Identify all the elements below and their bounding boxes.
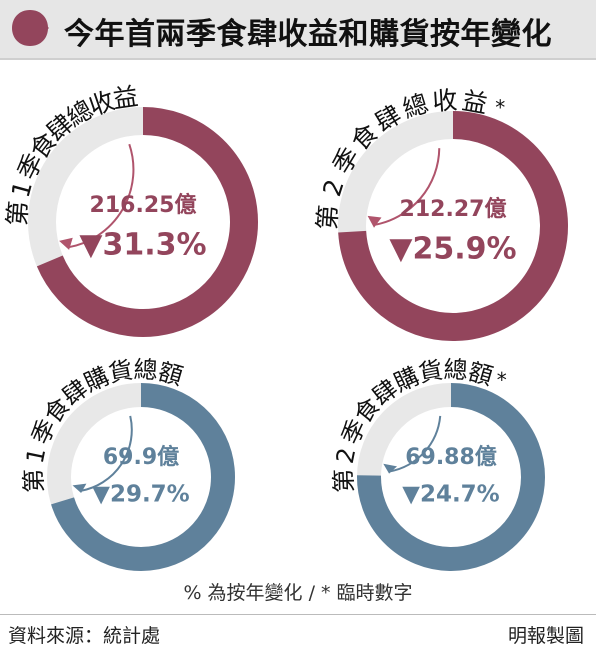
chart-title-glyph: 第: [2, 200, 33, 227]
decline-arrow-head: [72, 483, 87, 493]
decline-arrow-head: [367, 215, 382, 228]
value-label: 69.9億: [103, 444, 179, 470]
chart-title-glyph: 1: [6, 178, 38, 201]
value-label: 212.27億: [400, 196, 507, 222]
donut-value-arc: [51, 383, 235, 571]
decline-arrow-line: [67, 143, 135, 249]
credit: 明報製圖: [507, 625, 584, 647]
chart-title-glyph: 總: [133, 356, 158, 385]
chart-title-glyph: 2: [317, 176, 349, 200]
provisional-marker: *: [495, 96, 505, 120]
donut-charts: 216.25億▼31.3%第1季食肆總收益212.27億▼25.9%第2季食肆總…: [2, 82, 568, 571]
footnote: % 為按年變化 / * 臨時數字: [183, 582, 413, 604]
chart-title-glyph: 總: [443, 356, 468, 385]
chart-title-glyph: 第: [330, 468, 359, 493]
change-label: ▼24.7%: [402, 482, 499, 508]
chart-title-glyph: 第: [20, 468, 49, 493]
source-note: 資料來源：統計處: [8, 625, 161, 647]
value-label: 69.88億: [405, 444, 497, 470]
donut-value-arc: [338, 111, 568, 341]
chart-title-glyph: 貨: [106, 356, 135, 388]
decline-arrow-head: [59, 237, 73, 250]
chart-title-glyph: 益: [460, 86, 490, 119]
title-bullet-icon: [12, 10, 49, 46]
chart-title-glyph: 1: [21, 445, 51, 466]
page-title: 今年首兩季食肆收益和購貨按年變化: [64, 17, 552, 52]
decline-arrow-line: [80, 415, 133, 492]
change-label: ▼29.7%: [92, 482, 189, 508]
divider: [0, 614, 596, 615]
chart-title-glyph: 2: [331, 445, 361, 466]
decline-arrow-head: [383, 463, 398, 474]
title-bar: 今年首兩季食肆收益和購貨按年變化: [0, 0, 596, 60]
chart-title-glyph: 貨: [416, 356, 445, 388]
chart-title-glyph: 收: [431, 86, 458, 117]
chart-title-glyph: 第: [312, 204, 343, 231]
change-label: ▼31.3%: [79, 228, 206, 263]
chart-title-glyph: 益: [111, 82, 140, 114]
decline-arrow-line: [389, 415, 442, 473]
provisional-marker: *: [497, 368, 507, 392]
donut-value-arc: [36, 107, 258, 337]
change-label: ▼25.9%: [389, 232, 516, 267]
donut-value-arc: [357, 383, 545, 571]
value-label: 216.25億: [90, 192, 197, 218]
decline-arrow-line: [373, 148, 441, 226]
